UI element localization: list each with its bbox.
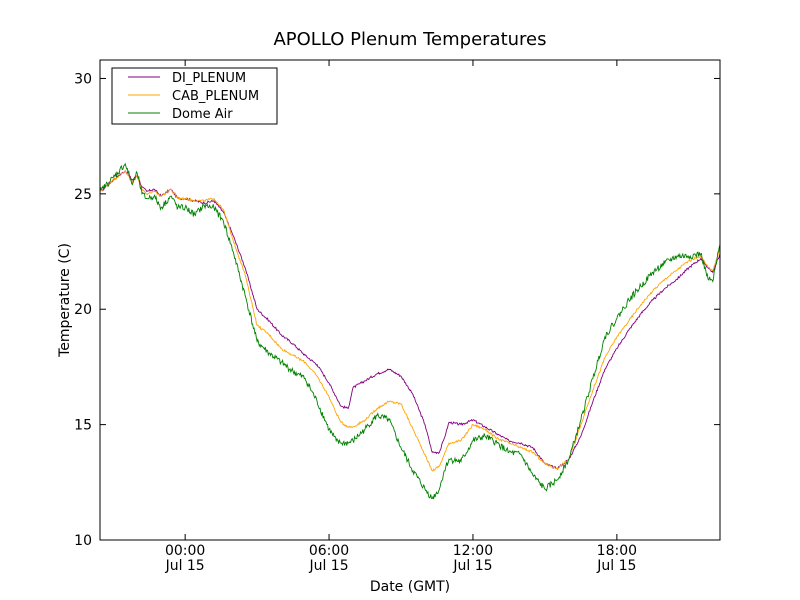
x-tick-label-time: 00:00 [165, 543, 205, 559]
plot-frame [99, 59, 721, 541]
y-tick-label: 10 [74, 533, 92, 549]
x-tick-label-time: 06:00 [309, 543, 349, 559]
series-line-dome-air [99, 162, 721, 500]
series-layer [99, 162, 721, 500]
y-axis-label: Temperature (C) [57, 243, 73, 358]
legend: DI_PLENUM CAB_PLENUM Dome Air [111, 67, 278, 125]
y-tick-label: 20 [74, 302, 92, 318]
x-tick-label-time: 12:00 [453, 543, 493, 559]
y-tick-label: 15 [74, 418, 92, 434]
x-axis-label: Date (GMT) [370, 579, 450, 595]
x-tick-label-date: Jul 15 [452, 558, 492, 574]
series-line-cab-plenum [99, 169, 721, 472]
x-tick-label-time: 18:00 [597, 543, 637, 559]
legend-label-dome-air: Dome Air [172, 107, 233, 122]
y-tick-label: 25 [74, 187, 92, 203]
x-tick-label-date: Jul 15 [165, 558, 205, 574]
x-tick-label-date: Jul 15 [596, 558, 636, 574]
y-tick-label: 30 [74, 71, 92, 87]
chart-title: APOLLO Plenum Temperatures [273, 29, 546, 50]
x-tick-label-date: Jul 15 [308, 558, 348, 574]
legend-label-cab-plenum: CAB_PLENUM [172, 89, 259, 104]
legend-label-di-plenum: DI_PLENUM [172, 71, 246, 86]
series-line-di-plenum [99, 169, 721, 470]
